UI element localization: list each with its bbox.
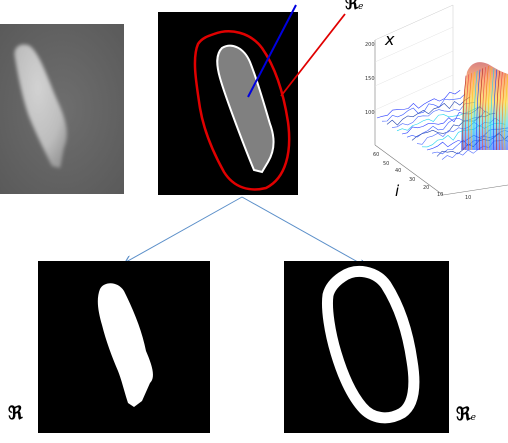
- back-edge: [374, 4, 454, 41]
- i-tick: 50: [383, 161, 389, 167]
- y-tick: 100: [365, 110, 375, 116]
- edge-region-label-bottom: ℜe: [456, 404, 476, 425]
- i-tick: 10: [437, 192, 443, 198]
- surface-peak: [461, 62, 508, 151]
- y-tick: 200: [365, 42, 375, 48]
- rice-grain: [14, 44, 67, 168]
- plot-x-axis-label: x: [385, 30, 395, 49]
- i-tick: 30: [409, 177, 415, 183]
- plot-gridlines: [374, 26, 454, 111]
- i-tick: 60: [373, 152, 379, 158]
- x-tick: 10: [465, 195, 471, 201]
- edge-mask-ring: [322, 265, 420, 424]
- segmentation-panel: [158, 12, 298, 195]
- region-label: ℜ: [8, 403, 23, 424]
- i-axis: [374, 144, 444, 196]
- plot-i-axis-label: i: [395, 182, 400, 200]
- arrow-to-edge-mask: [241, 196, 365, 266]
- i-tick: 20: [423, 185, 429, 191]
- edge-region-label-top: ℜe: [345, 0, 364, 13]
- region-mask-panel: [38, 261, 210, 433]
- region-mask-grain: [97, 283, 153, 407]
- surface-plot-panel: 200 150 100 60 50 40 30 20 10 10: [343, 0, 508, 205]
- y-tick: 150: [365, 76, 375, 82]
- arrow-to-region-mask: [126, 196, 243, 262]
- i-tick: 40: [395, 168, 401, 174]
- x-axis-line: [442, 184, 508, 196]
- edge-mask-panel: [284, 261, 449, 433]
- grain-photo-panel: [0, 24, 124, 194]
